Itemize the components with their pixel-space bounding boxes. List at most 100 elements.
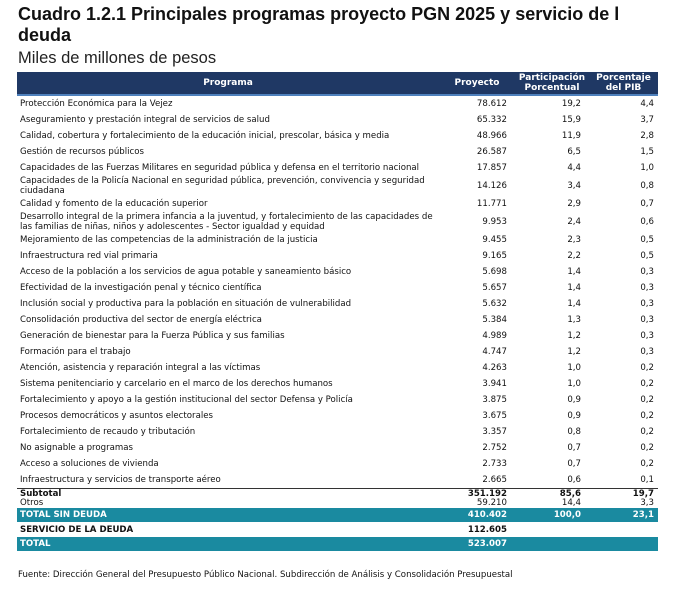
value-cell: 11,9 xyxy=(561,131,581,141)
value-cell: 4.747 xyxy=(482,347,507,357)
value-cell: 26.587 xyxy=(476,147,507,157)
value-cell: 85,6 xyxy=(515,488,589,499)
column-header: Programa xyxy=(17,72,439,96)
value-cell: 0,6 xyxy=(567,475,581,485)
value-cell: 1,0 xyxy=(567,363,581,373)
value-cell: 78.612 xyxy=(476,99,507,109)
value-cell: 4.263 xyxy=(482,363,507,373)
value-cell: 5.657 xyxy=(482,283,507,293)
table-row: Infraestructura red vial primaria 9.165 2,… xyxy=(17,248,658,264)
value-cell: 410.402 xyxy=(439,508,515,522)
program-cell: Subtotal xyxy=(17,488,439,499)
value-cell: 2,4 xyxy=(567,217,581,227)
header-row: Programa Proyecto Participación Porcentual… xyxy=(17,72,658,96)
program-cell: Inclusión social y productiva para la po… xyxy=(20,299,352,309)
program-cell: Capacidades de las Fuerzas Militares en … xyxy=(20,163,420,173)
value-cell: 17.857 xyxy=(476,163,507,173)
value-cell: 6,5 xyxy=(567,147,581,157)
table-row: Calidad y fomento de la educación superi… xyxy=(17,196,658,212)
value-cell: 3,7 xyxy=(640,115,654,125)
value-cell: 19,7 xyxy=(589,488,658,499)
value-cell: 48.966 xyxy=(476,131,507,141)
value-cell: 4,4 xyxy=(640,99,654,109)
value-cell: 0,5 xyxy=(640,251,654,261)
value-cell: 0,2 xyxy=(640,395,654,405)
value-cell: 0,7 xyxy=(567,443,581,453)
value-cell: 3.357 xyxy=(482,427,507,437)
table-row: Protección Económica para la Vejez 78.612… xyxy=(17,95,658,112)
program-cell: Gestión de recursos públicos xyxy=(20,147,144,157)
value-cell: 23,1 xyxy=(589,508,658,522)
value-cell: 0,3 xyxy=(640,315,654,325)
value-cell: 112.605 xyxy=(467,524,507,535)
column-header: Porcentaje del PIB xyxy=(589,72,658,96)
value-cell: 1,2 xyxy=(567,347,581,357)
table-row: Aseguramiento y prestación integral de s… xyxy=(17,112,658,128)
subtitle: Miles de millones de pesos xyxy=(18,49,217,67)
value-cell: 4,4 xyxy=(567,163,581,173)
value-cell: 5.632 xyxy=(482,299,507,309)
program-cell: Capacidades de la Policía Nacional en se… xyxy=(20,176,425,196)
value-cell: 0,9 xyxy=(567,395,581,405)
program-cell: Protección Económica para la Vejez xyxy=(20,99,173,109)
value-cell xyxy=(589,537,658,551)
value-cell: 0,9 xyxy=(567,411,581,421)
table-row: TOTAL 523.007 xyxy=(17,537,658,551)
value-cell: 100,0 xyxy=(515,508,589,522)
value-cell: 2,2 xyxy=(567,251,581,261)
program-cell: Aseguramiento y prestación integral de s… xyxy=(20,115,270,125)
program-cell: TOTAL SIN DEUDA xyxy=(17,508,439,522)
program-cell: Consolidación productiva del sector de e… xyxy=(20,315,262,325)
table-row: Fortalecimiento de recaudo y tributación… xyxy=(17,424,658,440)
program-cell: TOTAL xyxy=(17,537,439,551)
value-cell: 523.007 xyxy=(439,537,515,551)
value-cell: 1,4 xyxy=(567,299,581,309)
value-cell: 0,3 xyxy=(640,347,654,357)
value-cell: 0,7 xyxy=(640,199,654,209)
table-row: Sistema penitenciario y carcelario en el… xyxy=(17,376,658,392)
program-cell: Calidad y fomento de la educación superi… xyxy=(20,199,208,209)
table-row: Subtotal 351.192 85,6 19,7 xyxy=(17,488,658,499)
value-cell: 9.455 xyxy=(482,235,507,245)
table-row: Capacidades de las Fuerzas Militares en … xyxy=(17,160,658,176)
title-line: Cuadro 1.2.1 Principales programas proye… xyxy=(18,4,620,24)
value-cell: 11.771 xyxy=(476,199,507,209)
program-cell: SERVICIO DE LA DEUDA xyxy=(20,524,134,535)
program-cell: Sistema penitenciario y carcelario en el… xyxy=(20,379,333,389)
table-row: Generación de bienestar para la Fuerza P… xyxy=(17,328,658,344)
value-cell: 0,2 xyxy=(640,443,654,453)
program-cell: Calidad, cobertura y fortalecimiento de … xyxy=(20,131,390,141)
value-cell: 15,9 xyxy=(561,115,581,125)
table-row: No asignable a programas 2.752 0,7 0,2 xyxy=(17,440,658,456)
value-cell: 0,3 xyxy=(640,267,654,277)
value-cell: 2.733 xyxy=(482,459,507,469)
table-row: Gestión de recursos públicos 26.587 6,5 1,5 xyxy=(17,144,658,160)
value-cell: 0,2 xyxy=(640,379,654,389)
program-cell: Fortalecimiento y apoyo a la gestión ins… xyxy=(20,395,353,405)
value-cell: 0,5 xyxy=(640,235,654,245)
value-cell: 2,3 xyxy=(567,235,581,245)
value-cell: 351.192 xyxy=(439,488,515,499)
table-row: TOTAL SIN DEUDA 410.402 100,0 23,1 xyxy=(17,508,658,522)
value-cell: 0,1 xyxy=(640,475,654,485)
program-cell: Atención, asistencia y reparación integr… xyxy=(20,363,261,373)
table-row: Capacidades de la Policía Nacional en se… xyxy=(17,176,658,196)
value-cell: 0,6 xyxy=(640,217,654,227)
table-row: Infraestructura y servicios de transport… xyxy=(17,472,658,489)
table-row: Mejoramiento de las competencias de la a… xyxy=(17,232,658,248)
value-cell: 0,2 xyxy=(640,363,654,373)
program-cell: No asignable a programas xyxy=(20,443,134,453)
table-row: Procesos democráticos y asuntos electora… xyxy=(17,408,658,424)
title-line: deuda xyxy=(18,25,72,45)
value-cell: 1,4 xyxy=(567,267,581,277)
value-cell xyxy=(515,522,589,537)
value-cell: 19,2 xyxy=(561,99,581,109)
table-row: Otros 59.210 14,4 3,3 xyxy=(17,499,658,508)
value-cell: 1,2 xyxy=(567,331,581,341)
value-cell: 2.665 xyxy=(482,475,507,485)
column-header: Proyecto xyxy=(439,72,515,96)
value-cell: 9.953 xyxy=(482,217,507,227)
table-row: SERVICIO DE LA DEUDA 112.605 xyxy=(17,522,658,537)
source-note: Fuente: Dirección General del Presupuest… xyxy=(18,570,513,580)
